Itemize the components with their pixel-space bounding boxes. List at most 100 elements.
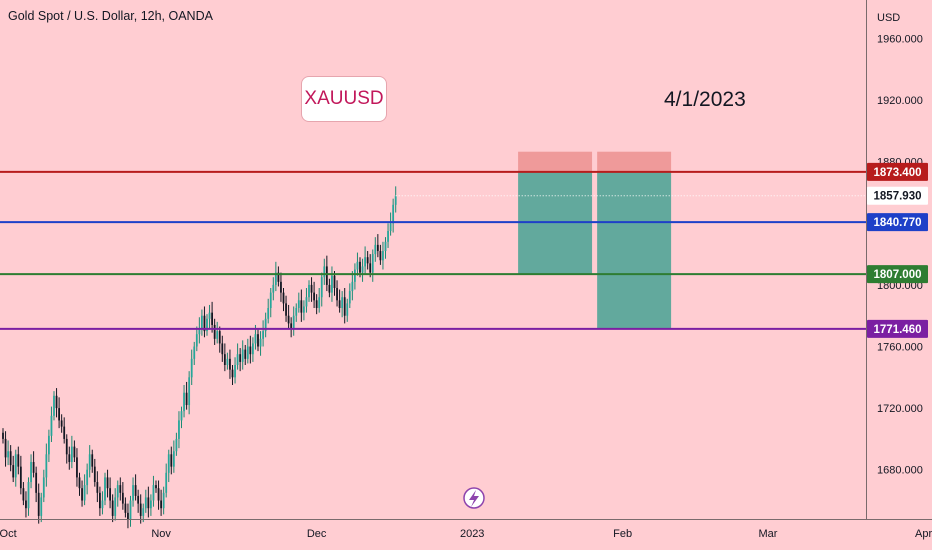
candle-body xyxy=(343,297,346,316)
stop-zone xyxy=(518,151,593,172)
candle-body xyxy=(264,318,267,332)
candle-body xyxy=(392,204,395,224)
candle-body xyxy=(259,338,262,347)
candle-body xyxy=(25,500,27,509)
candle-body xyxy=(155,485,157,489)
candle-body xyxy=(394,195,397,205)
candle-body xyxy=(2,432,4,439)
candle-body xyxy=(249,346,252,355)
candle-body xyxy=(218,331,221,344)
candle-body xyxy=(150,500,152,509)
candle-body xyxy=(376,244,379,252)
candle-body xyxy=(58,408,60,421)
candle-body xyxy=(320,277,323,298)
candle-body xyxy=(310,284,313,293)
candle-body xyxy=(292,315,295,329)
candle-body xyxy=(93,466,96,483)
candle-body xyxy=(144,497,147,509)
overlays-group xyxy=(0,151,866,330)
candle-body xyxy=(308,284,310,298)
candle-body xyxy=(297,300,300,309)
candle-body xyxy=(272,284,275,293)
candle-body xyxy=(78,477,81,489)
candle-body xyxy=(277,272,280,282)
candle-body xyxy=(114,497,117,516)
candle-body xyxy=(152,485,155,501)
candle-body xyxy=(190,358,193,378)
candle-body xyxy=(285,303,287,316)
candle-body xyxy=(162,492,165,509)
candle-body xyxy=(287,315,290,324)
time-scale[interactable] xyxy=(0,519,932,550)
candle-body xyxy=(45,454,48,478)
candle-body xyxy=(338,300,341,309)
candle-body xyxy=(254,334,257,344)
candle-body xyxy=(129,500,132,519)
candle-body xyxy=(389,223,392,232)
candle-body xyxy=(359,261,361,273)
target-zone xyxy=(597,171,672,329)
candle-body xyxy=(170,454,173,467)
candle-body xyxy=(269,292,272,309)
stop-zone xyxy=(597,151,672,172)
candle-body xyxy=(198,328,201,335)
candle-body xyxy=(188,377,191,406)
candle-body xyxy=(280,281,282,293)
candle-body xyxy=(27,482,30,509)
candle-body xyxy=(364,257,366,267)
candle-body xyxy=(37,492,40,516)
price-scale[interactable] xyxy=(866,0,932,520)
candle-body xyxy=(121,492,124,504)
candle-body xyxy=(382,251,384,261)
candle-body xyxy=(83,485,86,501)
candle-body xyxy=(300,300,303,313)
xauusd-label-box: XAUUSD xyxy=(301,76,387,122)
candle-body xyxy=(361,266,364,273)
candle-body xyxy=(172,451,175,467)
candle-body xyxy=(116,485,119,498)
candle-body xyxy=(229,358,231,370)
candle-body xyxy=(32,462,35,473)
candle-body xyxy=(257,334,259,347)
candle-body xyxy=(48,435,50,455)
candle-body xyxy=(160,500,162,509)
candle-body xyxy=(303,306,305,313)
candle-body xyxy=(333,275,336,288)
candle-body xyxy=(387,231,389,242)
candle-body xyxy=(165,472,168,493)
candle-body xyxy=(183,392,185,412)
candle-body xyxy=(336,287,338,301)
candle-body xyxy=(70,446,73,463)
candle-body xyxy=(104,477,106,501)
candle-body xyxy=(55,395,58,409)
candle-body xyxy=(193,346,196,359)
candle-body xyxy=(139,503,142,516)
candle-body xyxy=(262,331,264,339)
candle-body xyxy=(241,349,244,362)
candle-body xyxy=(274,272,277,285)
candle-body xyxy=(213,324,216,339)
candle-body xyxy=(221,343,224,355)
candle-body xyxy=(239,354,242,362)
candle-body xyxy=(134,485,137,496)
candle-body xyxy=(234,364,236,378)
candle-body xyxy=(267,308,270,319)
candles-group xyxy=(2,186,397,529)
date-annotation: 4/1/2023 xyxy=(664,88,746,111)
candle-body xyxy=(76,457,78,478)
candle-body xyxy=(384,241,387,252)
candle-body xyxy=(206,318,208,332)
candle-body xyxy=(109,488,111,501)
candle-body xyxy=(356,261,359,270)
candle-body xyxy=(12,465,15,478)
candle-body xyxy=(127,512,129,519)
candle-body xyxy=(22,488,25,501)
candle-body xyxy=(142,508,145,516)
candle-body xyxy=(88,454,91,470)
candle-body xyxy=(147,497,150,509)
candle-body xyxy=(119,485,122,493)
candle-body xyxy=(4,438,7,458)
candle-body xyxy=(195,334,198,347)
candle-body xyxy=(180,411,183,421)
